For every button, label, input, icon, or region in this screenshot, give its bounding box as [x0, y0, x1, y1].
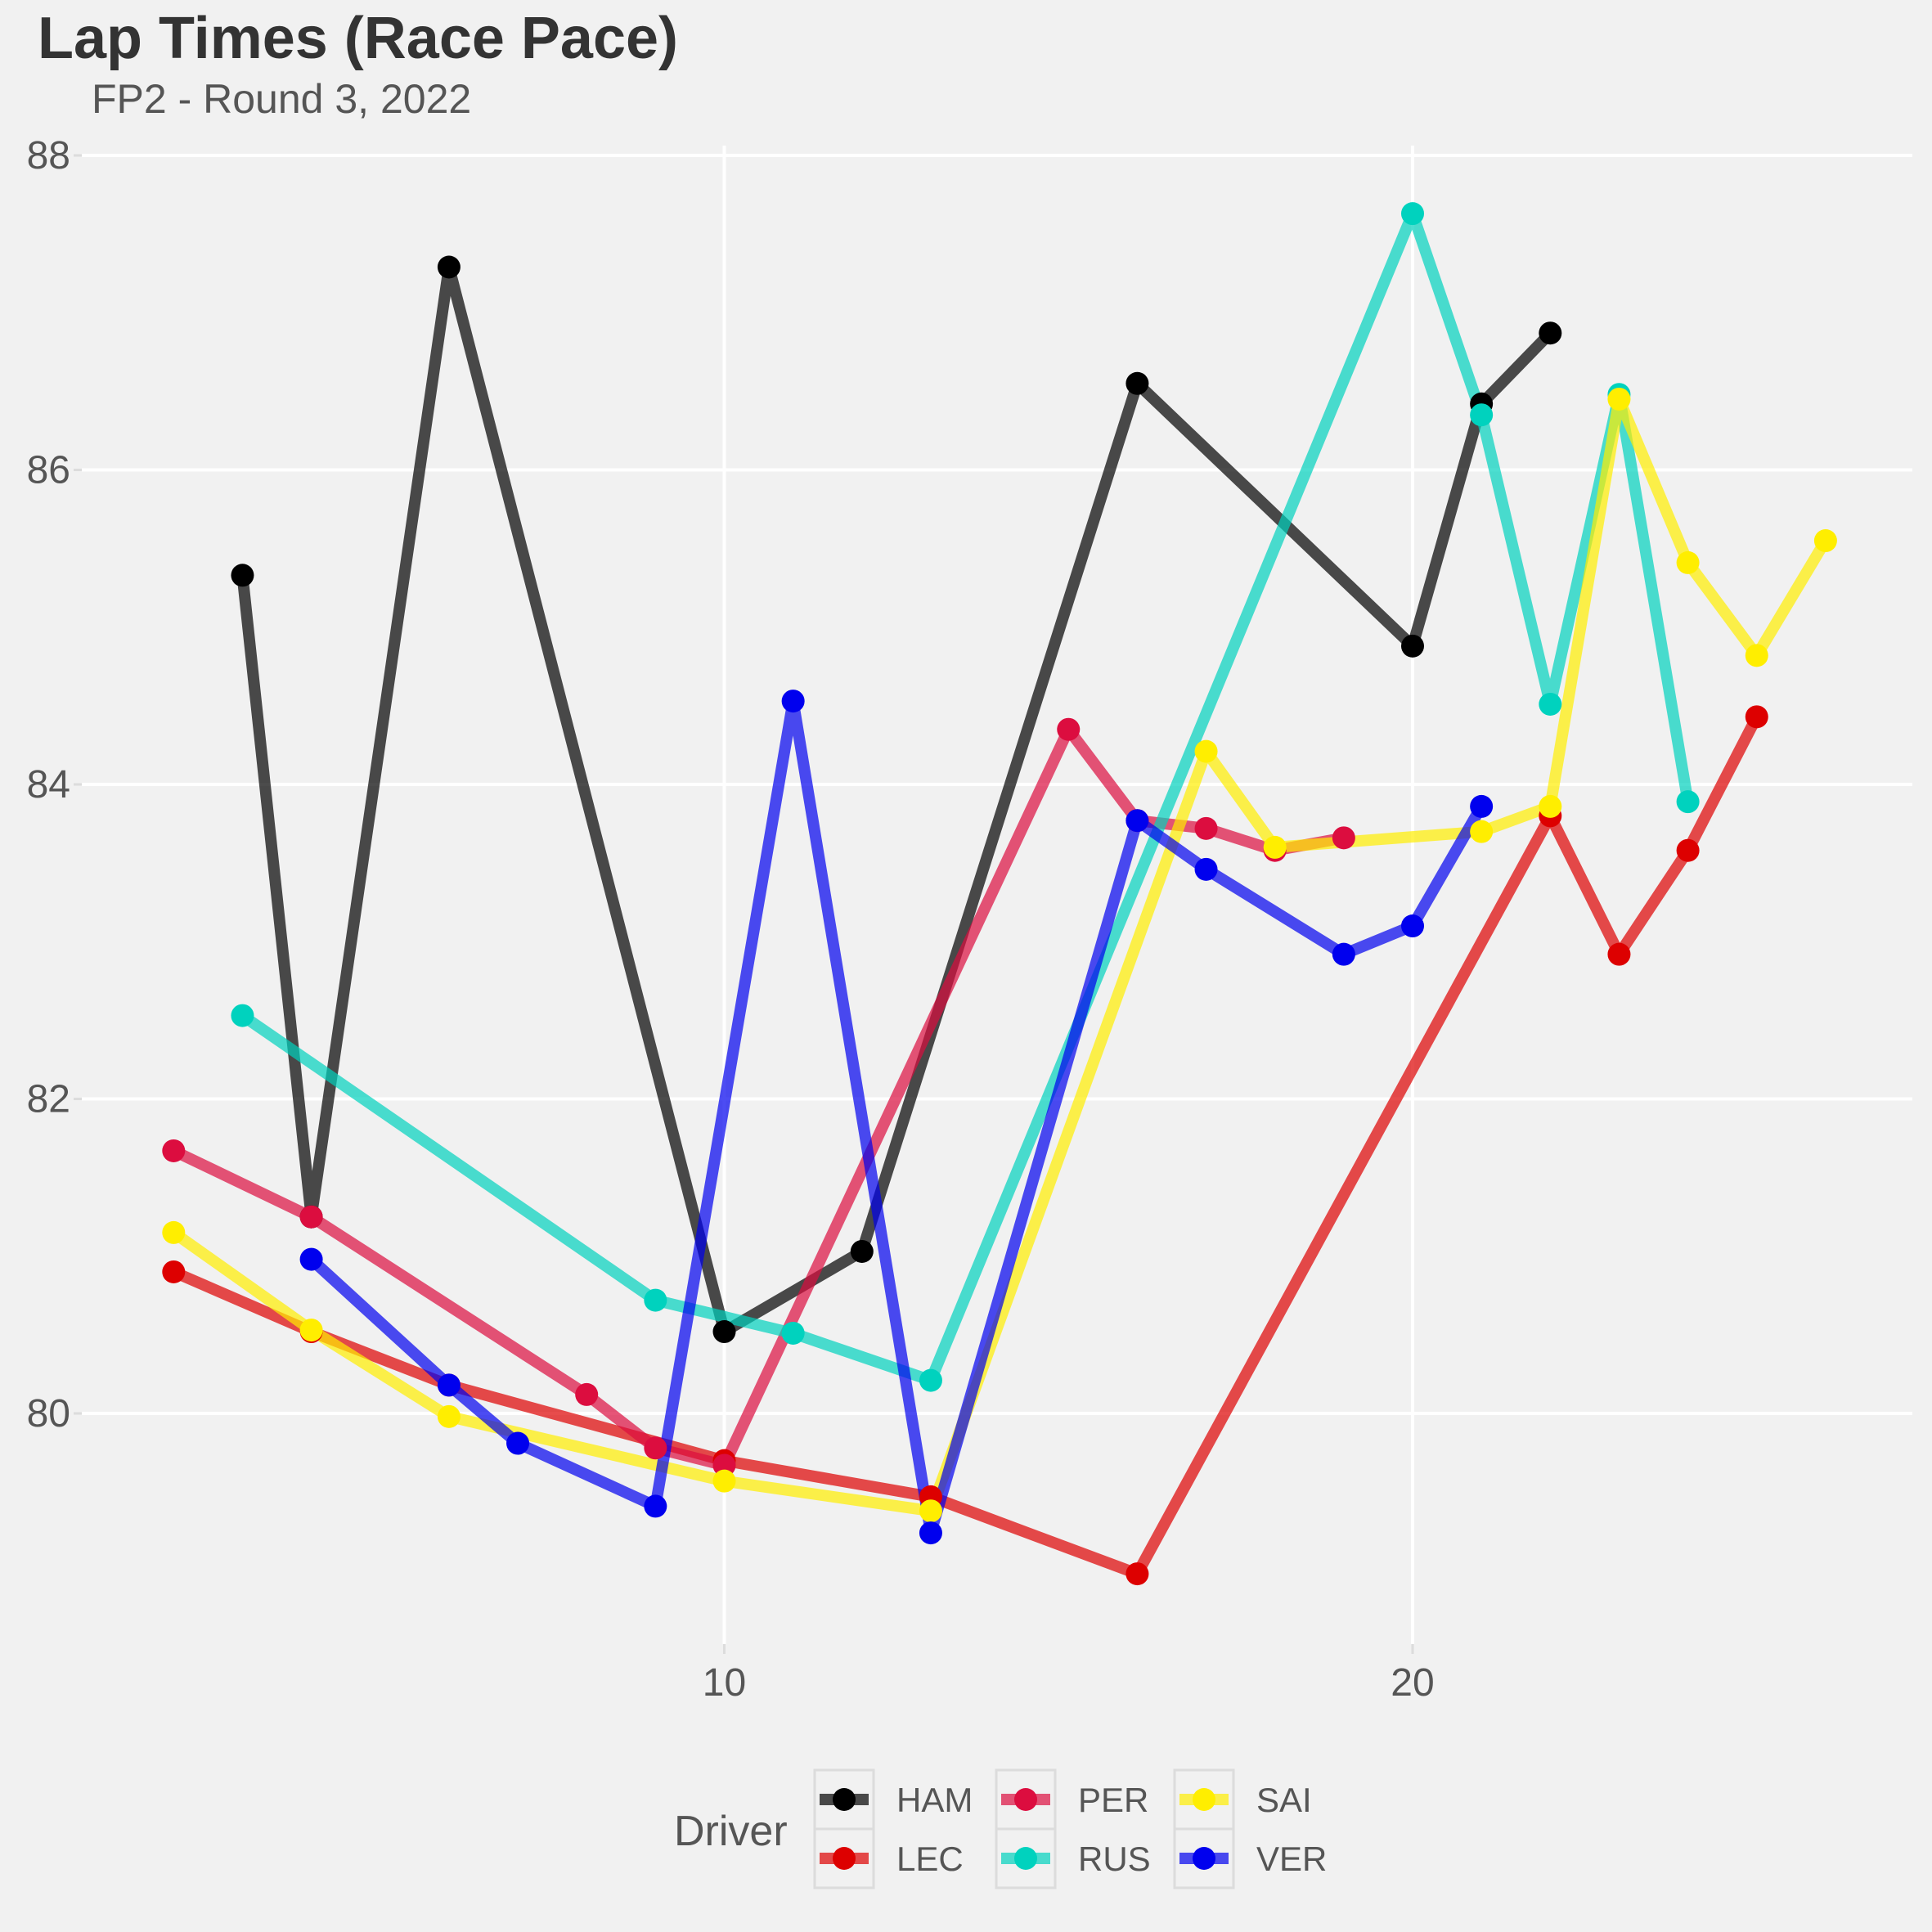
data-point-rus: [644, 1288, 667, 1312]
data-point-rus: [1470, 403, 1494, 427]
x-tick-label: 20: [1391, 1661, 1434, 1705]
data-point-rus: [781, 1321, 805, 1345]
data-point-ver: [1194, 857, 1218, 881]
data-point-ham: [1126, 371, 1149, 395]
data-point-rus: [1401, 202, 1424, 226]
data-point-sai: [1263, 835, 1287, 859]
data-point-rus: [231, 1004, 254, 1027]
legend-label: RUS: [1078, 1840, 1151, 1878]
legend-item-sai: SAI: [1173, 1768, 1312, 1831]
data-point-per: [575, 1382, 599, 1406]
series-lines: [162, 202, 1837, 1586]
data-point-lec: [1607, 942, 1631, 966]
data-point-rus: [1539, 692, 1562, 716]
data-point-lec: [1745, 705, 1768, 729]
axis-tick-labels: 80 82 84 86 88 10 20: [27, 134, 1435, 1705]
data-point-sai: [1676, 550, 1700, 574]
data-point-lec: [162, 1260, 186, 1283]
legend-label: SAI: [1256, 1781, 1312, 1819]
data-point-sai: [1813, 529, 1837, 553]
data-point-per: [1057, 717, 1081, 741]
data-point-ver: [299, 1247, 323, 1271]
data-point-ham: [1539, 321, 1562, 345]
data-point-ham: [231, 564, 254, 587]
data-point-sai: [437, 1404, 461, 1428]
data-point-per: [644, 1436, 667, 1460]
data-point-sai: [919, 1499, 942, 1523]
data-point-ham: [437, 255, 461, 279]
data-point-lec: [1676, 838, 1700, 862]
legend-item-per: PER: [995, 1768, 1148, 1831]
data-point-ver: [644, 1494, 667, 1518]
data-point-lec: [1126, 1562, 1149, 1586]
series-line-lec: [171, 714, 1763, 1580]
data-point-ver: [1401, 914, 1424, 938]
data-point-per: [1332, 826, 1355, 850]
data-point-sai: [712, 1469, 736, 1493]
legend-title: Driver: [674, 1808, 788, 1855]
data-point-sai: [1539, 794, 1562, 818]
legend-item-lec: LEC: [813, 1827, 964, 1889]
series-line-rus: [239, 208, 1694, 1386]
data-point-ham: [712, 1320, 736, 1344]
legend: Driver HAM LEC PER RUS SAI VER: [674, 1768, 1327, 1889]
legend-key-point: [1014, 1847, 1037, 1870]
y-tick-label: 84: [27, 763, 70, 806]
y-tick-label: 80: [27, 1392, 70, 1436]
data-point-per: [162, 1139, 186, 1162]
chart-title: Lap Times (Race Pace): [38, 6, 679, 71]
legend-key-point: [1193, 1788, 1215, 1811]
data-point-rus: [919, 1368, 942, 1392]
series-line-ver: [307, 695, 1487, 1539]
x-tick-label: 10: [703, 1661, 746, 1705]
data-point-ver: [919, 1521, 942, 1545]
chart-subtitle: FP2 - Round 3, 2022: [92, 76, 472, 122]
legend-key-point: [1014, 1788, 1037, 1811]
data-point-ver: [437, 1373, 461, 1397]
legend-label: HAM: [896, 1781, 973, 1819]
legend-key-point: [1193, 1847, 1215, 1870]
data-point-per: [299, 1205, 323, 1229]
data-point-sai: [1194, 739, 1218, 763]
legend-label: VER: [1256, 1840, 1327, 1878]
series-line-per: [171, 723, 1346, 1471]
data-point-sai: [1745, 644, 1768, 667]
data-point-per: [1194, 816, 1218, 840]
legend-key-point: [833, 1788, 856, 1811]
data-point-ham: [1401, 634, 1424, 658]
data-point-ver: [1332, 942, 1355, 966]
y-tick-label: 86: [27, 449, 70, 492]
legend-key-point: [833, 1847, 856, 1870]
data-point-sai: [1470, 820, 1494, 843]
y-tick-label: 88: [27, 134, 70, 177]
data-point-ver: [781, 690, 805, 713]
data-point-sai: [1607, 387, 1631, 411]
data-point-ver: [506, 1431, 530, 1455]
data-point-ver: [1126, 809, 1149, 833]
data-point-per: [712, 1453, 736, 1477]
data-point-ver: [1470, 794, 1494, 818]
y-tick-label: 82: [27, 1078, 70, 1121]
legend-item-rus: RUS: [995, 1827, 1151, 1889]
legend-label: LEC: [896, 1840, 964, 1878]
legend-item-ver: VER: [1173, 1827, 1327, 1889]
legend-item-ham: HAM: [813, 1768, 973, 1831]
data-point-sai: [162, 1220, 186, 1244]
data-point-sai: [299, 1319, 323, 1342]
data-point-rus: [1676, 790, 1700, 814]
data-point-ham: [850, 1239, 874, 1263]
legend-label: PER: [1078, 1781, 1148, 1819]
